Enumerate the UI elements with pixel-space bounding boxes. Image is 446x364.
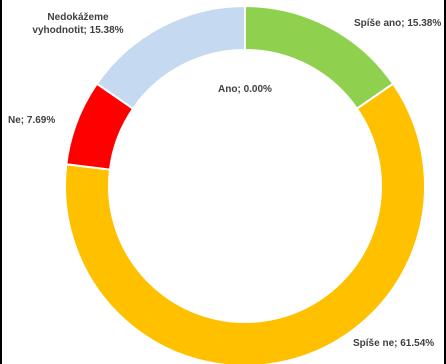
data-label-ano: Ano; 0.00%: [218, 84, 272, 95]
data-label-spise-ano: Spíše ano; 15.38%: [354, 18, 441, 29]
data-label-line: Nedokážeme: [47, 12, 109, 23]
data-label-line: vyhodnotit; 15.38%: [32, 25, 123, 36]
data-label-line: Ano; 0.00%: [218, 84, 272, 95]
data-label-line: Spíše ano; 15.38%: [354, 18, 441, 29]
data-label-ne: Ne; 7.69%: [8, 115, 55, 126]
slice-nedokazeme-vyhodnotit: [95, 4, 246, 111]
data-label-line: Ne; 7.69%: [8, 115, 55, 126]
data-label-line: Spíše ne; 61.54%: [353, 338, 434, 349]
data-label-nedokazeme-vyhodnotit: Nedokážeme vyhodnotit; 15.38%: [32, 12, 123, 36]
data-label-spise-ne: Spíše ne; 61.54%: [353, 338, 434, 349]
slice-spise-ne: [64, 82, 426, 364]
